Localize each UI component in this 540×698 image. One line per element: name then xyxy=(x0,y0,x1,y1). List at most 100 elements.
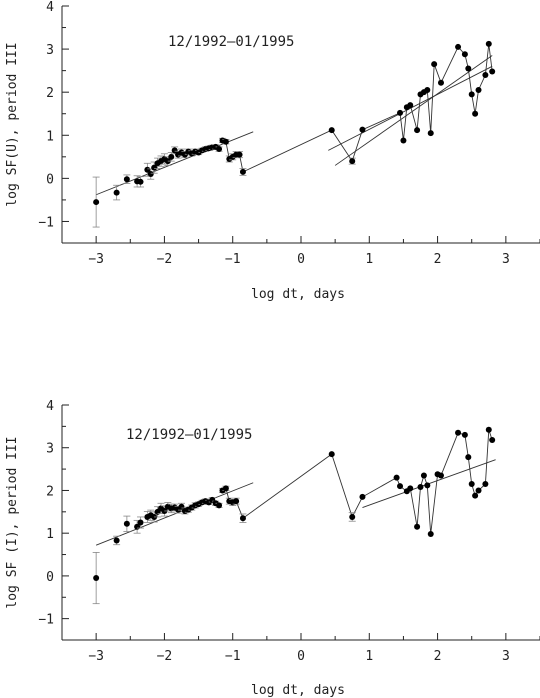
data-point xyxy=(431,61,438,68)
data-point xyxy=(147,171,154,178)
data-point xyxy=(485,40,492,47)
data-point xyxy=(233,498,240,505)
data-point xyxy=(222,138,229,145)
data-point xyxy=(475,487,482,494)
x-tick-label: −2 xyxy=(157,252,173,267)
data-point xyxy=(468,481,475,488)
data-point xyxy=(137,178,144,185)
x-tick-label: −2 xyxy=(157,649,173,664)
data-point xyxy=(455,429,462,436)
data-point xyxy=(407,102,414,109)
x-tick-label: −1 xyxy=(225,649,241,664)
data-point xyxy=(93,199,100,206)
y-tick-label: −1 xyxy=(38,613,54,628)
data-point xyxy=(455,43,462,50)
data-point xyxy=(468,91,475,98)
data-point xyxy=(151,164,158,171)
chart-panel-i: −3 −2 −1 0 1 2 3 −1 0 1 2 3 4 log dt, days log SF (I),… xyxy=(5,399,540,698)
data-point xyxy=(328,451,335,458)
data-point xyxy=(407,485,414,492)
data-point xyxy=(168,153,175,160)
y-tick-label: 0 xyxy=(46,570,54,585)
data-point xyxy=(328,127,335,134)
data-point xyxy=(472,110,479,117)
data-point xyxy=(93,575,100,582)
y-tick-label: 1 xyxy=(46,129,54,144)
y-tick-label: 3 xyxy=(46,442,54,457)
data-point xyxy=(400,137,407,144)
data-point xyxy=(465,65,472,72)
x-tick-label: −3 xyxy=(88,649,104,664)
data-point xyxy=(489,437,496,444)
data-point xyxy=(144,166,151,173)
data-point xyxy=(222,485,229,492)
y-tick-label: 1 xyxy=(46,527,54,542)
x-tick-label: 0 xyxy=(297,649,305,664)
data-point xyxy=(397,483,404,490)
data-point xyxy=(393,474,400,481)
x-axis-label: log dt, days xyxy=(251,683,345,698)
data-point xyxy=(427,531,434,538)
data-point xyxy=(113,189,120,196)
data-point xyxy=(420,472,427,479)
period-annotation: 12/1992–01/1995 xyxy=(126,427,252,443)
data-point xyxy=(349,513,356,520)
data-point xyxy=(216,146,223,153)
data-point xyxy=(239,515,246,522)
fit-line xyxy=(334,55,493,166)
data-point xyxy=(414,523,421,530)
period-annotation: 12/1992–01/1995 xyxy=(168,34,294,50)
y-tick-label: 0 xyxy=(46,172,54,187)
y-tick-label: 2 xyxy=(46,86,54,101)
data-point xyxy=(216,502,223,509)
data-point xyxy=(489,68,496,75)
data-point xyxy=(359,126,366,133)
data-point xyxy=(414,127,421,134)
fit-line xyxy=(328,65,493,151)
data-point xyxy=(482,481,489,488)
y-tick-label: −1 xyxy=(38,215,54,230)
y-axis-label: log SF(U), period III xyxy=(5,42,20,206)
data-point xyxy=(397,109,404,116)
y-tick-label: 4 xyxy=(46,0,54,15)
x-tick-label: −3 xyxy=(88,252,104,267)
data-point xyxy=(113,537,120,544)
data-point xyxy=(424,482,431,489)
data-point xyxy=(461,431,468,438)
x-tick-label: 3 xyxy=(502,649,510,664)
data-point xyxy=(239,168,246,175)
data-point xyxy=(417,484,424,491)
connecting-line xyxy=(225,43,493,173)
x-tick-label: 1 xyxy=(365,252,373,267)
data-point xyxy=(437,472,444,479)
data-point xyxy=(349,158,356,165)
data-point xyxy=(424,87,431,94)
y-axis-label: log SF (I), period III xyxy=(5,436,20,608)
x-tick-label: 3 xyxy=(502,252,510,267)
x-tick-label: 1 xyxy=(365,649,373,664)
x-axis-label: log dt, days xyxy=(251,287,345,302)
data-point xyxy=(482,71,489,78)
y-tick-label: 4 xyxy=(46,399,54,414)
data-point xyxy=(427,130,434,137)
data-point xyxy=(123,520,130,527)
data-point xyxy=(123,176,130,183)
data-point xyxy=(485,426,492,433)
data-point xyxy=(137,519,144,526)
data-point xyxy=(236,151,243,158)
connecting-line xyxy=(225,429,493,535)
data-point xyxy=(171,147,178,154)
y-tick-label: 3 xyxy=(46,43,54,58)
x-tick-label: 2 xyxy=(434,252,442,267)
data-point xyxy=(437,79,444,86)
data-point xyxy=(461,51,468,58)
data-point xyxy=(465,454,472,461)
y-tick-label: 2 xyxy=(46,484,54,499)
x-tick-label: 2 xyxy=(434,649,442,664)
data-point xyxy=(475,87,482,94)
data-point xyxy=(472,492,479,499)
data-point xyxy=(359,493,366,500)
x-tick-label: −1 xyxy=(225,252,241,267)
x-tick-label: 0 xyxy=(297,252,305,267)
